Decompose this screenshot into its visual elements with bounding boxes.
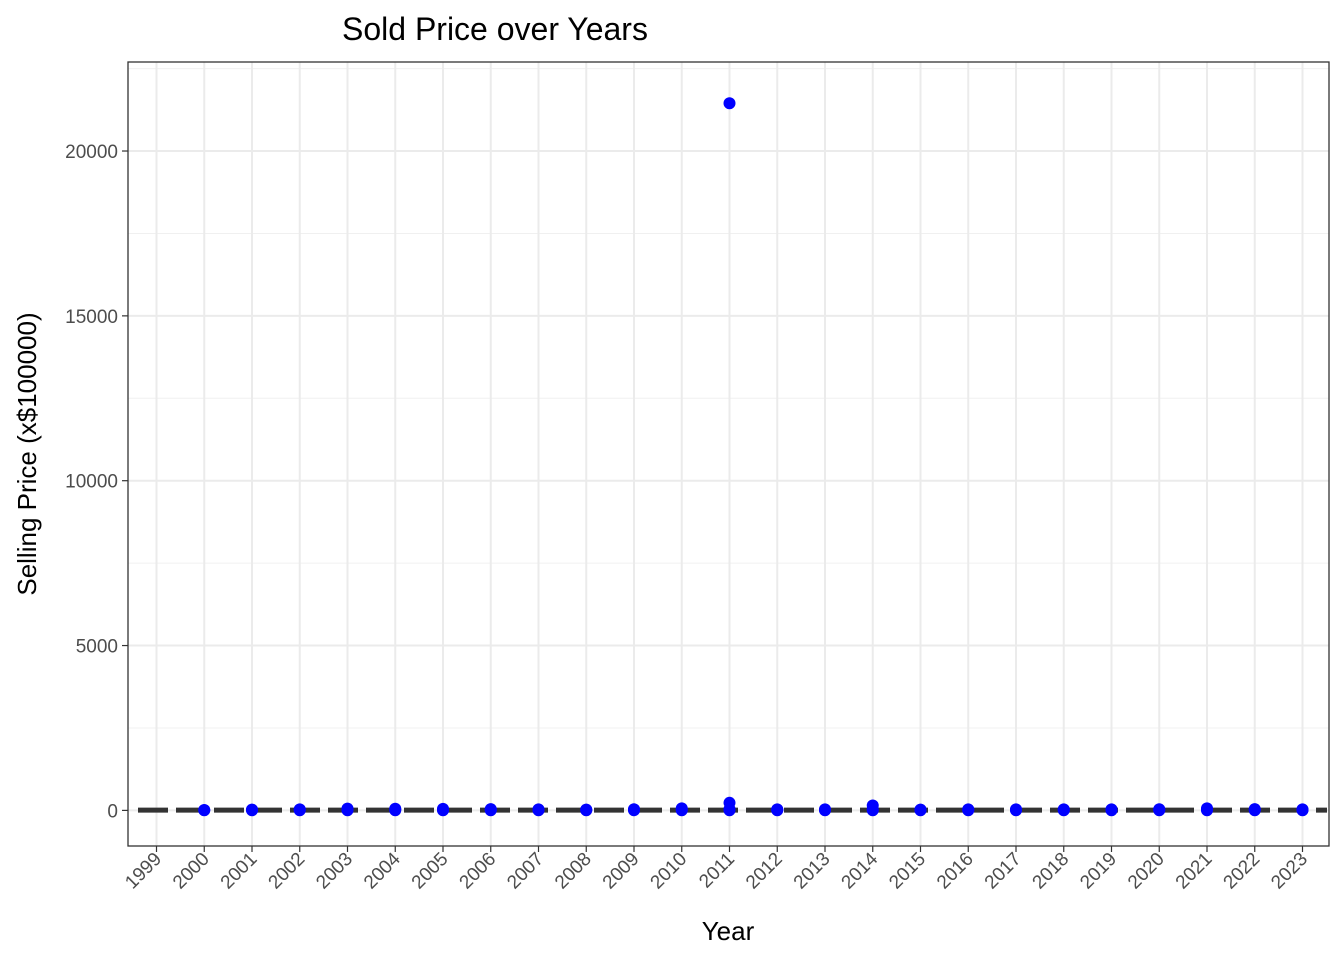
- x-tick-label: 2022: [1220, 849, 1265, 894]
- x-tick-label: 2013: [790, 849, 835, 894]
- x-tick-label: 2015: [885, 849, 930, 894]
- data-point: [628, 803, 640, 816]
- x-tick-label: 2000: [169, 849, 214, 894]
- x-tick-label: 2009: [599, 849, 644, 894]
- y-tick-label: 5000: [76, 637, 118, 658]
- data-point: [1296, 803, 1309, 816]
- data-point: [1153, 803, 1166, 816]
- y-tick-label: 10000: [65, 472, 118, 493]
- data-point: [1105, 803, 1118, 816]
- points-layer: [198, 97, 1309, 817]
- x-tick-label: 2008: [551, 849, 596, 894]
- x-tick-label: 2023: [1267, 849, 1312, 894]
- data-point: [723, 97, 736, 110]
- data-point: [1057, 803, 1070, 816]
- data-point: [437, 802, 449, 815]
- x-tick-label: 2002: [265, 849, 310, 894]
- data-point: [341, 802, 354, 815]
- x-axis-title: Year: [702, 916, 755, 946]
- x-tick-label: 2007: [503, 849, 548, 894]
- data-point: [914, 803, 927, 816]
- x-tick-label: 2001: [217, 849, 262, 894]
- x-tick-label: 2003: [312, 849, 357, 894]
- data-point: [866, 799, 879, 812]
- x-tick-label: 2021: [1172, 849, 1217, 894]
- x-tick-label: 2011: [695, 849, 739, 893]
- y-tick-label: 20000: [65, 142, 118, 163]
- x-tick-label: 1999: [121, 849, 166, 894]
- x-tick-label: 2020: [1124, 849, 1169, 894]
- y-tick-label: 15000: [65, 307, 118, 328]
- y-axis-title: Selling Price (x$100000): [12, 312, 42, 595]
- x-tick-label: 2005: [408, 849, 453, 894]
- x-tick-label: 2019: [1076, 849, 1121, 894]
- x-tick-label: 2014: [838, 848, 883, 893]
- x-tick-label: 2006: [456, 849, 501, 894]
- x-tick-label: 2018: [1029, 849, 1074, 894]
- data-point: [962, 803, 975, 816]
- plot-panel-border: [127, 61, 1330, 847]
- data-point: [293, 803, 306, 816]
- data-point: [532, 803, 545, 816]
- data-point: [484, 803, 497, 816]
- data-point: [675, 802, 688, 815]
- data-point: [198, 803, 211, 816]
- x-tick-label: 2017: [981, 849, 1026, 894]
- data-point: [246, 803, 258, 816]
- data-point: [723, 796, 736, 809]
- data-point: [1010, 803, 1022, 816]
- x-tick-label: 2010: [647, 849, 692, 894]
- grid-layer: [128, 62, 1329, 846]
- data-point: [389, 802, 402, 815]
- x-tick-label: 2004: [360, 848, 405, 893]
- data-point: [580, 803, 593, 816]
- data-point: [1201, 802, 1213, 815]
- x-tick-label: 2012: [742, 849, 787, 894]
- x-tick-label: 2016: [933, 849, 978, 894]
- chart-title: Sold Price over Years: [342, 11, 648, 47]
- data-point: [1248, 803, 1261, 816]
- y-tick-label: 0: [107, 801, 118, 822]
- data-point: [819, 803, 831, 816]
- data-point: [771, 803, 784, 816]
